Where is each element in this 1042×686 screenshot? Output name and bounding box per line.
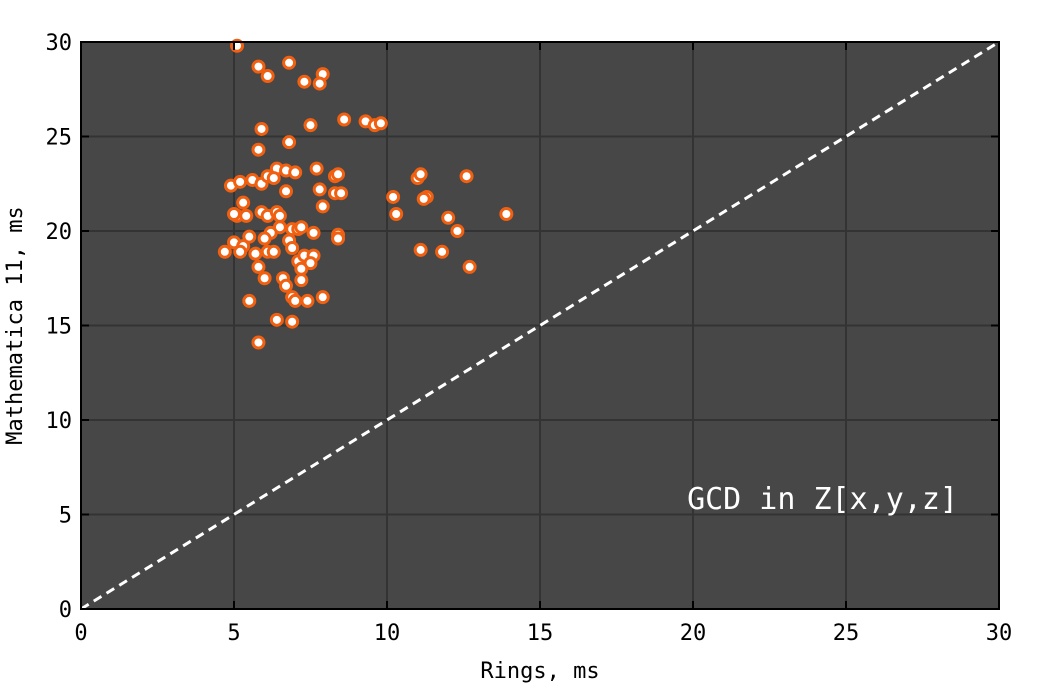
data-point bbox=[236, 195, 251, 210]
x-tick-label: 15 bbox=[527, 621, 554, 646]
data-point bbox=[288, 165, 303, 180]
data-point bbox=[282, 135, 297, 150]
data-points bbox=[217, 38, 514, 350]
y-tick-label: 25 bbox=[46, 126, 73, 151]
data-point bbox=[294, 273, 309, 288]
data-point bbox=[266, 244, 281, 259]
data-point bbox=[217, 244, 232, 259]
data-point bbox=[257, 231, 272, 246]
data-point bbox=[334, 186, 349, 201]
data-point bbox=[227, 206, 241, 221]
data-point bbox=[251, 59, 266, 74]
data-point bbox=[416, 191, 431, 206]
grid bbox=[81, 42, 999, 609]
x-tick-label: 25 bbox=[833, 621, 860, 646]
y-axis-ticks: 0 5 10 15 20 25 30 bbox=[46, 31, 999, 623]
data-point bbox=[272, 208, 287, 223]
y-tick-label: 15 bbox=[46, 315, 73, 340]
data-point bbox=[251, 142, 266, 157]
data-point bbox=[441, 210, 456, 225]
data-point bbox=[435, 244, 450, 259]
data-point bbox=[312, 182, 327, 197]
data-point bbox=[386, 189, 401, 204]
data-point bbox=[248, 246, 263, 261]
data-point bbox=[233, 174, 248, 189]
x-tick-label: 5 bbox=[227, 621, 240, 646]
data-point bbox=[459, 169, 474, 184]
data-point bbox=[331, 231, 346, 246]
y-tick-label: 0 bbox=[59, 598, 72, 623]
x-tick-label: 10 bbox=[374, 621, 401, 646]
data-point bbox=[303, 118, 318, 133]
data-point bbox=[499, 206, 514, 221]
data-point bbox=[306, 225, 321, 240]
data-point bbox=[297, 74, 312, 89]
data-point bbox=[279, 278, 294, 293]
data-point bbox=[266, 171, 281, 186]
data-point bbox=[242, 293, 257, 308]
y-tick-label: 30 bbox=[46, 31, 73, 56]
y-tick-label: 20 bbox=[46, 220, 73, 245]
x-tick-label: 0 bbox=[74, 621, 87, 646]
data-point bbox=[389, 206, 404, 221]
data-point bbox=[462, 259, 477, 274]
x-tick-label: 20 bbox=[680, 621, 707, 646]
data-point bbox=[233, 244, 248, 259]
data-point bbox=[337, 112, 352, 127]
data-point bbox=[294, 220, 309, 235]
data-point bbox=[269, 312, 284, 327]
data-point bbox=[294, 261, 309, 276]
data-point bbox=[312, 76, 327, 91]
data-point bbox=[279, 184, 294, 199]
data-point bbox=[450, 224, 465, 238]
data-point bbox=[331, 167, 346, 182]
data-point bbox=[315, 290, 330, 305]
data-point bbox=[260, 69, 275, 84]
data-point bbox=[288, 293, 303, 308]
x-tick-label: 30 bbox=[986, 621, 1013, 646]
data-point bbox=[300, 293, 315, 308]
data-point bbox=[251, 259, 266, 274]
data-point bbox=[413, 167, 428, 182]
data-point bbox=[309, 161, 324, 176]
data-point bbox=[254, 121, 269, 136]
chart-annotation: GCD in Z[x,y,z] bbox=[687, 482, 958, 517]
data-point bbox=[285, 314, 300, 329]
y-tick-label: 10 bbox=[46, 409, 73, 434]
y-axis-label: Mathematica 11, ms bbox=[3, 206, 28, 444]
data-point bbox=[413, 242, 428, 257]
data-point bbox=[242, 229, 257, 244]
y-tick-label: 5 bbox=[59, 504, 72, 529]
data-point bbox=[239, 208, 254, 223]
x-axis-label: Rings, ms bbox=[480, 659, 599, 684]
data-point bbox=[251, 335, 266, 350]
data-point bbox=[257, 271, 272, 286]
x-axis-ticks: 0 5 10 15 20 25 30 bbox=[74, 42, 1012, 646]
data-point bbox=[282, 55, 297, 70]
data-point bbox=[285, 241, 300, 256]
data-point bbox=[315, 199, 330, 214]
data-point bbox=[373, 116, 388, 131]
